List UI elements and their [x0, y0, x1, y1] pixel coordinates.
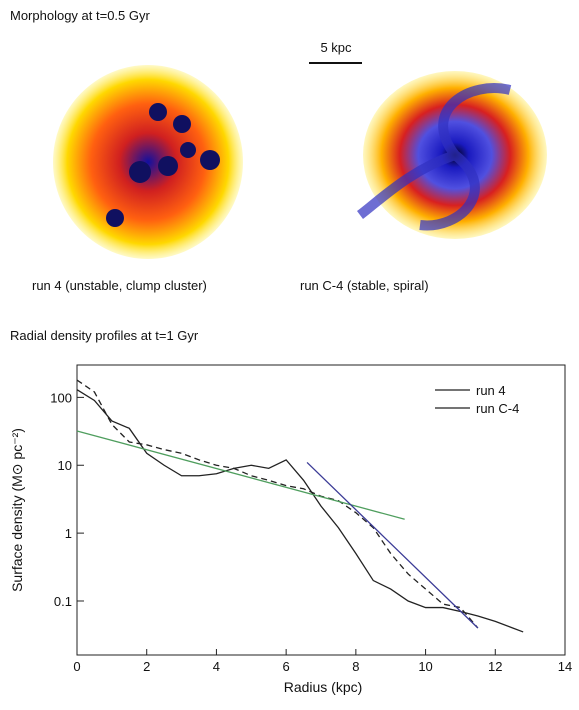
- x-axis-label: Radius (kpc): [284, 679, 363, 695]
- series-line: [76, 430, 405, 520]
- series-line: [76, 389, 524, 633]
- x-tick-label: 0: [73, 659, 80, 674]
- panel-caption: run 4 (unstable, clump cluster): [32, 278, 207, 293]
- y-tick-label: 100: [50, 390, 72, 405]
- x-tick-label: 2: [143, 659, 150, 674]
- legend-label: run 4: [476, 383, 506, 398]
- chart-title: Radial density profiles at t=1 Gyr: [10, 328, 199, 343]
- plot-frame: [76, 364, 566, 656]
- galaxy-run4: [53, 65, 243, 259]
- y-axis-label: Surface density (M⊙ pc⁻²): [9, 428, 25, 592]
- x-tick-label: 12: [488, 659, 502, 674]
- y-tick-label: 10: [58, 458, 72, 473]
- x-tick-label: 14: [558, 659, 572, 674]
- scale-label: 5 kpc: [320, 40, 352, 55]
- x-tick-label: 6: [283, 659, 290, 674]
- galaxy-runC4: [356, 71, 547, 239]
- x-tick-label: 8: [352, 659, 359, 674]
- legend-label: run C-4: [476, 401, 519, 416]
- x-tick-label: 4: [213, 659, 220, 674]
- figure-title: Morphology at t=0.5 Gyr: [10, 8, 150, 23]
- y-tick-label: 1: [65, 526, 72, 541]
- y-tick-label: 0.1: [54, 594, 72, 609]
- series-line: [76, 379, 479, 629]
- panel-caption: run C-4 (stable, spiral): [300, 278, 429, 293]
- x-tick-label: 10: [418, 659, 432, 674]
- series-line: [306, 461, 479, 629]
